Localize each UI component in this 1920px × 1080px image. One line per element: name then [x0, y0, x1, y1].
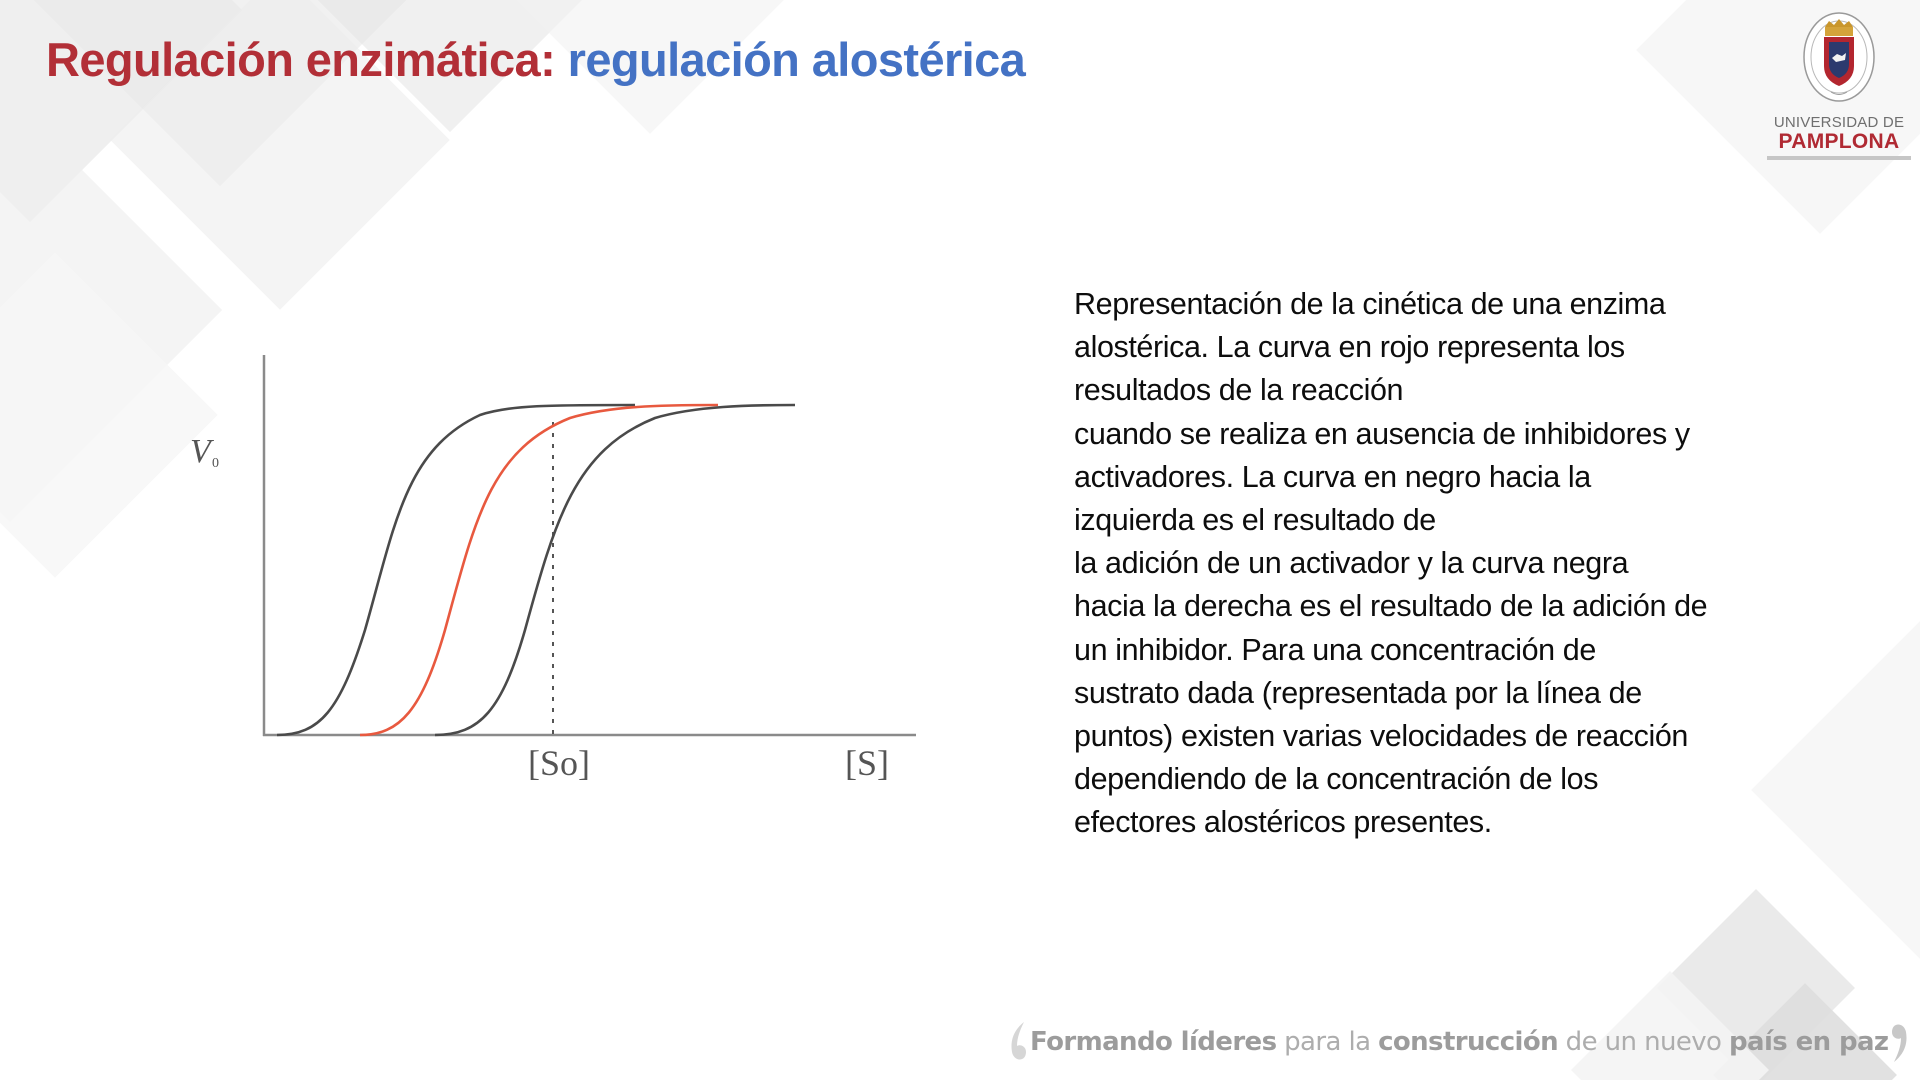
- inhibitor-curve: [434, 403, 796, 737]
- description-line: resultados de la reacción: [1074, 373, 1404, 408]
- description-line: la adición de un activador y la curva ne…: [1074, 546, 1629, 581]
- title-part-topic: Regulación enzimática:: [46, 33, 556, 86]
- close-quote-icon: [1892, 1024, 1907, 1062]
- chart-plot: [262, 355, 916, 737]
- footer-segment: Formando líderes: [1030, 1027, 1277, 1057]
- y-axis-label: V: [190, 433, 211, 470]
- description-line: sustrato dada (representada por la línea…: [1074, 675, 1642, 710]
- description-line: efectores alostéricos presentes.: [1074, 805, 1492, 840]
- footer-text: Formando líderes para la construcción de…: [1030, 1018, 1889, 1066]
- footer-segment: construcción: [1378, 1027, 1559, 1057]
- university-logo: UNIVERSIDAD DE PAMPLONA: [1765, 6, 1913, 162]
- open-quote-icon: [1011, 1022, 1026, 1060]
- university-name-line1: UNIVERSIDAD DE: [1773, 114, 1905, 131]
- footer-slogan: Formando líderes para la construcción de…: [1006, 1018, 1912, 1066]
- footer-segment: de un nuevo: [1558, 1027, 1729, 1057]
- logo-divider: [1767, 156, 1911, 160]
- university-seal-icon: [1803, 12, 1875, 102]
- description-line: Representación de la cinética de una enz…: [1074, 287, 1666, 321]
- activator-curve: [276, 403, 636, 737]
- description-line: hacia la derecha es el resultado de la a…: [1074, 589, 1708, 624]
- description-line: activadores. La curva en negro hacia la: [1074, 459, 1591, 494]
- university-name-line2: PAMPLONA: [1778, 130, 1900, 153]
- chart-description: Representación de la cinética de una enz…: [1074, 283, 1794, 845]
- no-effector-curve: [359, 403, 719, 737]
- footer-segment: para la: [1276, 1027, 1379, 1057]
- description-line: puntos) existen varias velocidades de re…: [1074, 719, 1688, 754]
- description-line: izquierda es el resultado de: [1074, 503, 1436, 538]
- title-part-subtopic: regulación alostérica: [567, 33, 1026, 86]
- allosteric-kinetics-chart: V 0 [So] [S]: [150, 330, 950, 800]
- description-line: cuando se realiza en ausencia de inhibid…: [1074, 416, 1690, 451]
- description-line: dependiendo de la concentración de los: [1074, 762, 1599, 797]
- footer-segment: país en paz: [1728, 1027, 1889, 1057]
- description-line: un inhibidor. Para una concentración de: [1074, 632, 1596, 667]
- y-axis-label-subscript: 0: [212, 456, 219, 471]
- slide-title: Regulación enzimática: regulación alosté…: [46, 28, 1026, 92]
- x-axis-label-s: [S]: [845, 743, 889, 783]
- description-line: alostérica. La curva en rojo representa …: [1074, 330, 1625, 365]
- x-tick-so: [So]: [528, 743, 590, 783]
